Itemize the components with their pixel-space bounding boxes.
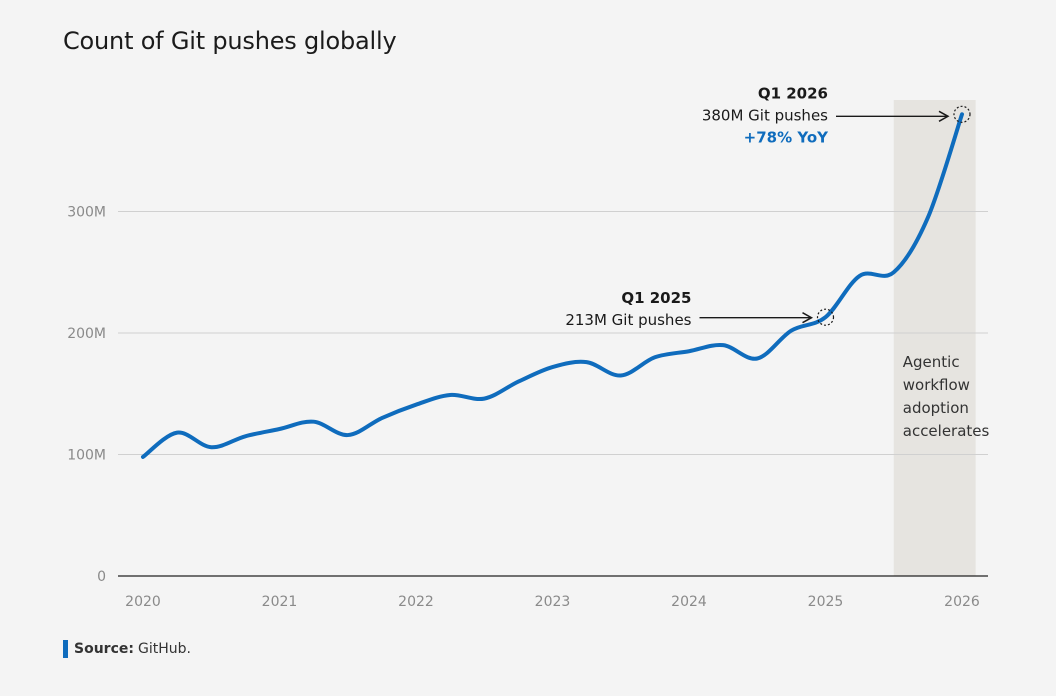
x-tick-label: 2026 [944, 594, 980, 610]
annotation-line: +78% YoY [744, 128, 829, 146]
annotation-heading: Q1 2025 [621, 289, 691, 307]
y-tick-label: 200M [67, 326, 106, 342]
region-label-line: workflow [903, 376, 970, 394]
x-tick-label: 2024 [671, 594, 707, 610]
x-tick-label: 2020 [125, 594, 161, 610]
source-label: Source: [74, 641, 134, 657]
series-line [141, 112, 964, 459]
annotation-line: 213M Git pushes [565, 311, 691, 329]
x-tick-label: 2023 [535, 594, 571, 610]
annotation-line: 380M Git pushes [702, 106, 828, 124]
x-tick-label: 2025 [808, 594, 844, 610]
annotation-highlight-circle [816, 308, 835, 326]
chart-title: Count of Git pushes globally [63, 27, 397, 55]
annotation-highlight-circle [953, 105, 971, 123]
y-tick-label: 100M [67, 448, 106, 464]
x-tick-label: 2021 [262, 594, 298, 610]
region-label-line: accelerates [903, 422, 990, 440]
x-tick-label: 2022 [398, 594, 434, 610]
source-note: Source: GitHub. [63, 640, 191, 658]
region-label-line: Agentic [903, 353, 960, 371]
y-tick-label: 0 [97, 569, 106, 585]
source-text: GitHub. [137, 641, 191, 657]
annotation-heading: Q1 2026 [758, 84, 828, 102]
shaded-region [893, 100, 976, 576]
source-accent-bar [63, 640, 68, 658]
y-tick-label: 300M [67, 205, 106, 221]
region-label-line: adoption [903, 399, 969, 417]
